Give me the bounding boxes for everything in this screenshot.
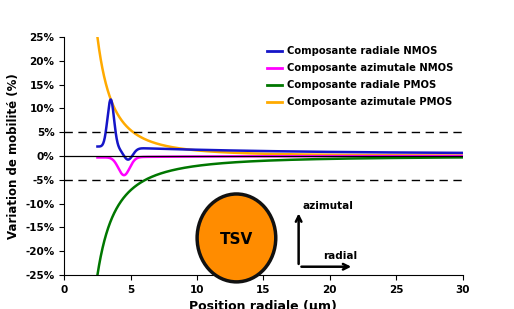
Text: radial: radial: [323, 251, 357, 261]
X-axis label: Position radiale (μm): Position radiale (μm): [190, 300, 337, 309]
Ellipse shape: [197, 194, 276, 282]
Text: TSV: TSV: [220, 232, 253, 247]
Y-axis label: Variation de mobilité (%): Variation de mobilité (%): [7, 73, 20, 239]
Legend: Composante radiale NMOS, Composante azimutale NMOS, Composante radiale PMOS, Com: Composante radiale NMOS, Composante azim…: [263, 42, 457, 111]
Text: azimutal: azimutal: [302, 201, 353, 211]
